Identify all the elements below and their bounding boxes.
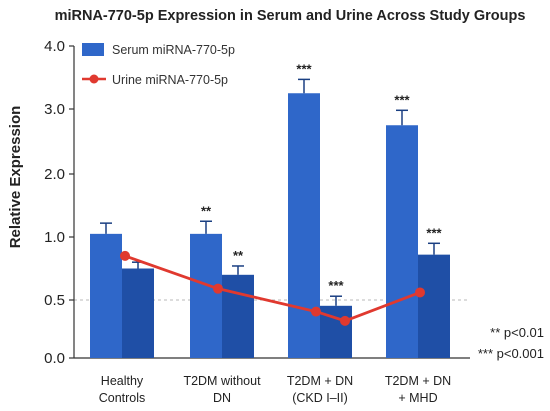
x-tick-label: T2DM without (183, 374, 261, 388)
y-tick-label: 2.0 (44, 166, 65, 183)
urine-line (124, 254, 421, 323)
serum-bar (190, 233, 222, 358)
legend-serum-label: Serum miRNA-770-5p (112, 43, 235, 57)
urine-point (213, 283, 223, 294)
serum-bar (90, 233, 122, 358)
x-tick-label: Controls (99, 391, 146, 405)
urine-point (311, 306, 321, 317)
y-axis-label: Relative Expression (7, 106, 24, 249)
urine-bar (122, 268, 154, 358)
significance-note: ** p<0.01 (490, 325, 544, 340)
urine-bar (222, 274, 254, 358)
urine-bar (418, 254, 450, 358)
legend-urine-marker (89, 74, 99, 84)
significance-note: *** p<0.001 (478, 346, 544, 361)
x-tick-label: T2DM + DN (385, 374, 451, 388)
x-tick-label: T2DM + DN (287, 374, 353, 388)
significance-marker: *** (296, 61, 312, 76)
legend-urine-label: Urine miRNA-770-5p (112, 73, 228, 87)
y-tick-label: 3.0 (44, 101, 65, 118)
y-tick-label: 1.0 (44, 229, 65, 246)
urine-point (340, 315, 350, 326)
y-tick-label: 0.5 (44, 292, 65, 309)
significance-marker: *** (328, 278, 344, 293)
y-tick-label: 4.0 (44, 38, 65, 55)
x-tick-label: (CKD I–II) (292, 391, 348, 405)
legend-serum-swatch (82, 43, 104, 56)
significance-marker: *** (394, 92, 410, 107)
y-tick-label: 0.0 (44, 350, 65, 367)
chart-title: miRNA-770-5p Expression in Serum and Uri… (55, 8, 526, 24)
x-tick-label: DN (213, 391, 231, 405)
serum-bar (386, 125, 418, 358)
urine-point (120, 250, 130, 261)
significance-marker: ** (201, 203, 212, 218)
x-tick-label: + MHD (398, 391, 437, 405)
urine-point (415, 287, 425, 298)
serum-bar (288, 93, 320, 358)
significance-marker: ** (233, 248, 244, 263)
significance-marker: *** (426, 225, 442, 240)
x-tick-label: Healthy (101, 374, 144, 388)
